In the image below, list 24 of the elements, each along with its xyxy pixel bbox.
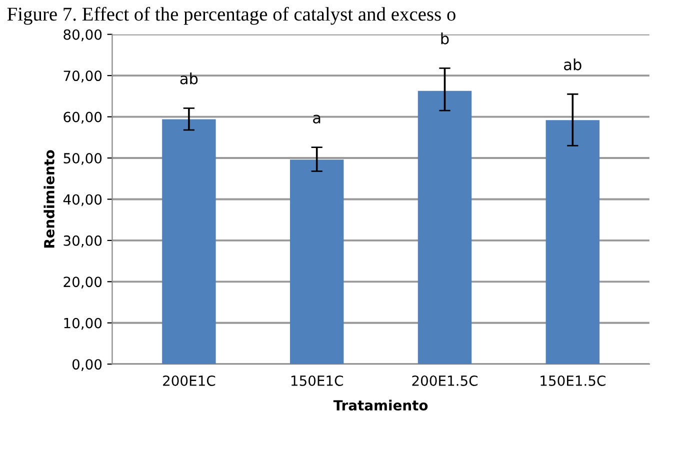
annotation: b bbox=[441, 32, 449, 44]
y-tick-label: 50,00 bbox=[64, 152, 102, 165]
annotation: ab bbox=[564, 58, 582, 70]
y-tick-label: 0,00 bbox=[72, 359, 102, 371]
annotation: a bbox=[313, 114, 320, 124]
x-tick-label: 200E1C bbox=[163, 375, 216, 386]
y-tick-label: 20,00 bbox=[64, 276, 102, 289]
x-axis-title: Tratamiento bbox=[333, 400, 428, 411]
annotation: ab bbox=[180, 72, 198, 84]
y-tick-label: 10,00 bbox=[64, 318, 102, 330]
y-tick-label: 30,00 bbox=[64, 235, 102, 248]
x-tick-label: 150E1.5C bbox=[540, 375, 606, 386]
bar bbox=[418, 90, 472, 364]
y-tick-label: 80,00 bbox=[64, 29, 102, 42]
bar bbox=[162, 119, 216, 364]
bar bbox=[290, 160, 344, 364]
y-tick-label: 40,00 bbox=[63, 194, 102, 206]
x-tick-label: 150E1C bbox=[291, 375, 344, 386]
y-axis-title: Rendimiento bbox=[44, 150, 54, 248]
bar bbox=[546, 120, 600, 364]
y-tick-label: 60,00 bbox=[64, 112, 102, 124]
y-tick-label: 70,00 bbox=[64, 70, 102, 82]
chart-title: Figure 7. Effect of the percentage of catalyst and excess o bbox=[7, 6, 456, 25]
x-tick-label: 200E1.5C bbox=[412, 375, 478, 386]
